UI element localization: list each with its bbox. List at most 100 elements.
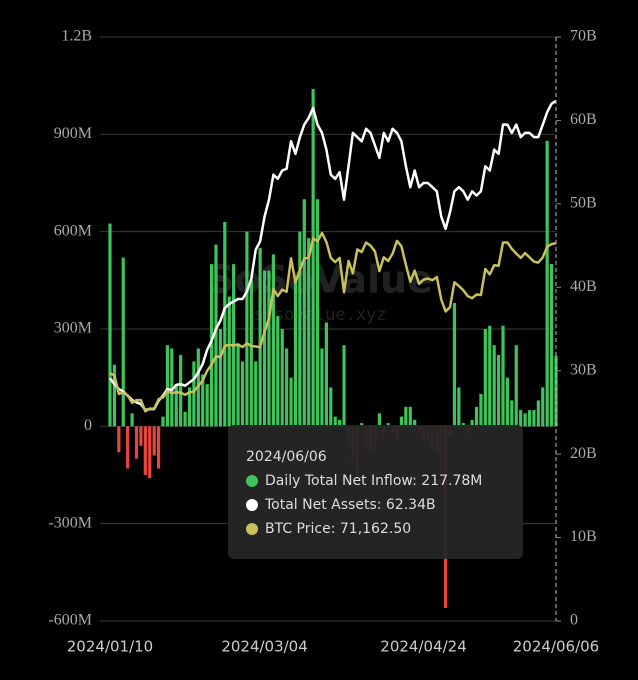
bar <box>320 348 324 427</box>
bar <box>523 413 527 427</box>
bar <box>501 325 505 427</box>
bar <box>549 264 554 427</box>
bar <box>187 387 192 427</box>
bar <box>496 354 501 427</box>
x-tick-label: 2024/01/10 <box>67 638 153 656</box>
y-tick-label: 1.2B <box>61 28 92 45</box>
watermark-site: sosovalue.xyz <box>253 305 386 325</box>
y2-tick-label: 60B <box>570 111 597 128</box>
bar <box>223 221 227 427</box>
bar <box>201 374 205 427</box>
bar <box>289 377 293 427</box>
bar <box>148 426 152 479</box>
bar <box>214 244 218 427</box>
bar <box>302 199 306 427</box>
tooltip-box <box>228 425 523 559</box>
bar <box>285 348 289 427</box>
y2-tick-label: 40B <box>570 278 597 295</box>
bar <box>161 416 165 427</box>
bar <box>545 140 549 427</box>
bar <box>311 88 315 427</box>
bar <box>179 354 183 427</box>
bar <box>470 419 474 427</box>
tooltip-dot <box>246 499 258 511</box>
bar <box>338 419 342 427</box>
x-tick-label: 2024/03/04 <box>221 638 307 656</box>
bar <box>152 426 156 456</box>
bar <box>527 410 532 427</box>
bar <box>205 384 209 427</box>
tooltip-row: BTC Price: 71,162.50 <box>265 521 411 537</box>
bar <box>240 361 245 427</box>
bar <box>532 410 536 427</box>
x-tick-label: 2024/06/06 <box>513 638 599 656</box>
tooltip-dot <box>246 475 258 487</box>
y2-tick-label: 20B <box>570 445 597 462</box>
bar <box>108 223 112 427</box>
bar <box>227 296 231 427</box>
bar <box>143 426 147 475</box>
bar <box>245 231 249 427</box>
bar <box>329 387 333 427</box>
bar <box>457 387 461 427</box>
bar <box>554 355 558 427</box>
bar <box>399 416 404 427</box>
bar <box>360 423 364 427</box>
y-tick-label: 300M <box>54 320 92 337</box>
bar <box>413 419 417 427</box>
bar <box>307 238 311 427</box>
y2-tick-label: 10B <box>570 528 597 545</box>
bar <box>267 270 271 427</box>
bar <box>293 280 298 427</box>
bar <box>165 345 170 427</box>
y-tick-label: -600M <box>48 612 92 629</box>
bar <box>461 423 465 427</box>
tooltip-date: 2024/06/06 <box>246 449 327 465</box>
bar <box>452 303 457 427</box>
bar <box>479 393 483 427</box>
bar <box>280 329 284 427</box>
bar <box>488 325 492 427</box>
y-tick-label: 600M <box>54 222 92 239</box>
bar <box>324 322 328 427</box>
bar <box>408 406 412 427</box>
bar <box>192 361 196 427</box>
bar <box>333 416 337 427</box>
bar <box>342 345 346 427</box>
y2-tick-label: 50B <box>570 195 597 212</box>
line <box>109 231 557 413</box>
tooltip: 2024/06/06 Daily Total Net Inflow: 217.78… <box>228 425 523 559</box>
bar <box>315 199 320 427</box>
tooltip-row: Total Net Assets: 62.34B <box>264 497 436 513</box>
bar <box>483 329 487 427</box>
watermark-brand: SoSoValue <box>207 258 433 302</box>
bar <box>514 345 518 427</box>
bar <box>236 345 240 427</box>
bar <box>258 247 262 427</box>
bar <box>519 410 523 427</box>
bar <box>139 426 143 446</box>
y-tick-label: 0 <box>84 417 92 434</box>
bar <box>174 384 178 427</box>
bar <box>183 411 187 427</box>
bar <box>254 361 258 427</box>
bar <box>271 254 275 427</box>
bar <box>377 413 381 427</box>
bar <box>156 426 161 469</box>
bar <box>510 400 514 427</box>
bar <box>541 387 545 427</box>
bar <box>130 413 134 427</box>
y-tick-label: -300M <box>48 514 92 531</box>
y2-tick-label: 0 <box>570 612 578 629</box>
x-tick-label: 2024/04/24 <box>380 638 466 656</box>
bar <box>126 426 130 469</box>
line <box>108 99 557 412</box>
bar <box>536 400 540 427</box>
y2-tick-label: 30B <box>570 361 597 378</box>
tooltip-row: Daily Total Net Inflow: 217.78M <box>265 473 482 489</box>
bar <box>121 257 125 427</box>
bar <box>505 377 510 427</box>
bar <box>117 426 121 453</box>
y2-tick-label: 70B <box>570 28 597 45</box>
